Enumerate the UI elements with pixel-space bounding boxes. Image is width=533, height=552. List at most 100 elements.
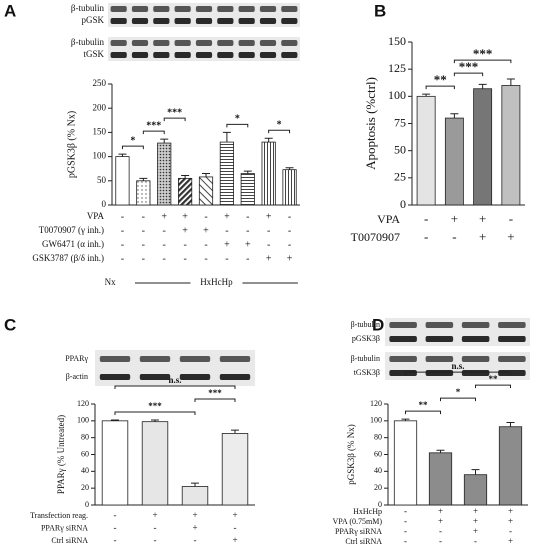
panel-letter: B: [374, 1, 386, 20]
blot-band: [174, 18, 191, 24]
treatment-sign: -: [267, 225, 270, 236]
treatment-sign: -: [509, 526, 512, 536]
blot-band: [461, 356, 490, 362]
treatment-sign: +: [192, 523, 197, 533]
error-bar: [231, 429, 239, 434]
y-axis-label: pGSK3β (% Nx): [66, 111, 77, 178]
blot-band: [498, 356, 526, 362]
treatment-sign: +: [438, 506, 443, 516]
error-bar: [436, 449, 445, 453]
bar: [261, 141, 276, 206]
significance-bracket: [194, 398, 236, 402]
significance-label: ***: [459, 59, 479, 74]
blot-band: [99, 374, 131, 380]
blot-band: [217, 40, 234, 46]
blot-band: [238, 40, 255, 46]
blot-band: [217, 18, 234, 24]
bar: [181, 486, 209, 506]
y-tick-label: 0: [85, 500, 89, 509]
row-label: PPARγ siRNA: [41, 523, 88, 532]
treatment-sign: -: [183, 253, 186, 264]
treatment-sign: +: [473, 506, 478, 516]
bar: [240, 173, 255, 206]
blot-band: [110, 6, 127, 12]
treatment-sign: +: [245, 239, 251, 250]
blot-band: [238, 18, 255, 24]
blot-band: [195, 52, 213, 58]
y-axis-label: Apoptosis (%ctrl): [363, 77, 378, 170]
treatment-sign: +: [232, 535, 237, 545]
row-label: Ctrl siRNA: [345, 537, 382, 546]
treatment-sign: -: [246, 253, 249, 264]
y-tick-label: 40: [81, 466, 89, 475]
bar: [101, 420, 129, 506]
bar: [219, 141, 234, 206]
blot-band: [110, 52, 127, 58]
blot-band: [131, 40, 149, 46]
error-bar: [118, 153, 127, 157]
row-label: T0070907: [351, 230, 400, 244]
blot-band: [389, 356, 417, 362]
blot-band: [110, 40, 127, 46]
panel-letter: C: [4, 315, 16, 334]
blot-band: [174, 6, 191, 12]
bar: [115, 156, 130, 206]
treatment-sign: +: [479, 229, 486, 244]
blot-band: [425, 370, 454, 376]
blot-band: [153, 52, 170, 58]
y-tick-label: 80: [81, 432, 89, 441]
blot-band: [153, 18, 170, 24]
bar: [221, 433, 249, 506]
treatment-sign: -: [288, 225, 291, 236]
treatment-sign: -: [225, 253, 228, 264]
significance-bracket: [226, 123, 249, 128]
blot-label: β-tubulin: [351, 320, 380, 329]
treatment-sign: -: [114, 510, 117, 520]
y-tick-label: 75: [394, 115, 406, 129]
treatment-sign: +: [152, 510, 157, 520]
significance-bracket: [121, 145, 144, 150]
blot-band: [259, 52, 277, 58]
blot-band: [195, 40, 213, 46]
significance-bracket: [114, 411, 196, 415]
y-tick-label: 100: [93, 151, 107, 161]
error-bar: [151, 419, 159, 422]
significance-label: *: [130, 135, 135, 146]
y-tick-label: 100: [77, 416, 89, 425]
treatment-sign: +: [473, 526, 478, 536]
treatment-sign: +: [224, 239, 230, 250]
blot-band: [259, 18, 277, 24]
y-tick-label: 0: [400, 197, 406, 211]
y-tick-label: 60: [81, 449, 89, 458]
row-label: PPARγ siRNA: [335, 527, 382, 536]
treatment-sign: +: [232, 510, 237, 520]
blot-band: [219, 356, 251, 362]
treatment-sign: -: [204, 239, 207, 250]
blot-band: [461, 322, 490, 328]
blot-band: [281, 18, 298, 24]
treatment-sign: -: [246, 211, 249, 222]
significance-label: ***: [148, 401, 162, 411]
blot-band: [425, 356, 454, 362]
treatment-sign: +: [508, 536, 513, 546]
treatment-sign: -: [154, 523, 157, 533]
y-tick-label: 120: [370, 399, 382, 408]
significance-bracket: [405, 371, 511, 376]
significance-bracket: [425, 85, 455, 90]
significance-label: n.s.: [168, 375, 181, 385]
error-bar: [222, 131, 231, 143]
significance-label: ***: [208, 388, 222, 398]
bar: [198, 176, 214, 206]
bar: [463, 474, 488, 506]
y-tick-label: 20: [374, 483, 382, 492]
blot-band: [219, 374, 251, 380]
blot-band: [217, 6, 234, 12]
treatment-sign: -: [267, 239, 270, 250]
y-tick-label: 0: [378, 500, 382, 509]
blot-band: [238, 6, 255, 12]
significance-bracket: [142, 130, 165, 135]
bar: [501, 85, 521, 206]
treatment-sign: +: [192, 510, 197, 520]
y-tick-label: 40: [374, 466, 382, 475]
